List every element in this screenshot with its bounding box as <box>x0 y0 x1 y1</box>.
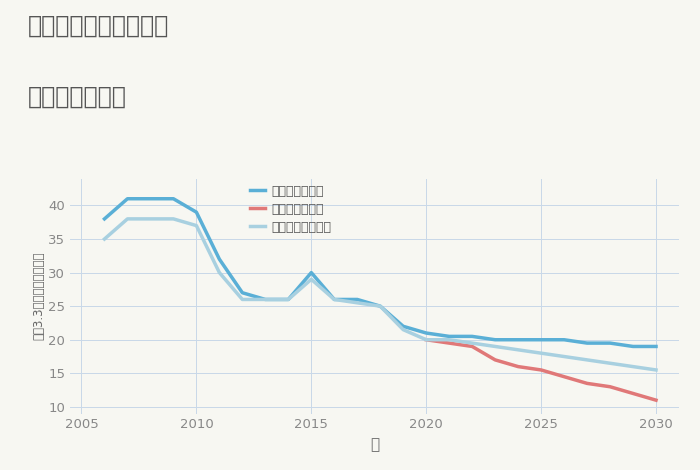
グッドシナリオ <box>376 303 384 309</box>
Y-axis label: 坪（3.3㎡）単価（万円）: 坪（3.3㎡）単価（万円） <box>32 252 46 340</box>
ノーマルシナリオ <box>445 337 454 343</box>
バッドシナリオ <box>606 384 615 390</box>
ノーマルシナリオ <box>376 303 384 309</box>
グッドシナリオ <box>422 330 430 336</box>
グッドシナリオ <box>261 297 270 302</box>
Line: バッドシナリオ: バッドシナリオ <box>426 340 656 400</box>
ノーマルシナリオ <box>100 236 108 242</box>
グッドシナリオ <box>330 297 339 302</box>
ノーマルシナリオ <box>422 337 430 343</box>
バッドシナリオ <box>514 364 522 369</box>
グッドシナリオ <box>307 270 316 275</box>
ノーマルシナリオ <box>238 297 246 302</box>
ノーマルシナリオ <box>560 354 568 360</box>
グッドシナリオ <box>238 290 246 296</box>
グッドシナリオ <box>284 297 293 302</box>
ノーマルシナリオ <box>307 276 316 282</box>
バッドシナリオ <box>583 381 592 386</box>
ノーマルシナリオ <box>537 350 545 356</box>
ノーマルシナリオ <box>491 344 499 349</box>
バッドシナリオ <box>537 367 545 373</box>
ノーマルシナリオ <box>193 223 201 228</box>
グッドシナリオ <box>353 297 361 302</box>
ノーマルシナリオ <box>284 297 293 302</box>
Text: 兵庫県姫路市大塩町の: 兵庫県姫路市大塩町の <box>28 14 169 38</box>
バッドシナリオ <box>445 340 454 346</box>
グッドシナリオ <box>169 196 178 202</box>
ノーマルシナリオ <box>169 216 178 222</box>
グッドシナリオ <box>606 340 615 346</box>
ノーマルシナリオ <box>629 364 637 369</box>
グッドシナリオ <box>629 344 637 349</box>
Text: 土地の価格推移: 土地の価格推移 <box>28 85 127 109</box>
グッドシナリオ <box>652 344 660 349</box>
ノーマルシナリオ <box>468 340 477 346</box>
グッドシナリオ <box>445 334 454 339</box>
グッドシナリオ <box>123 196 132 202</box>
グッドシナリオ <box>537 337 545 343</box>
バッドシナリオ <box>491 357 499 363</box>
Line: グッドシナリオ: グッドシナリオ <box>104 199 656 346</box>
グッドシナリオ <box>560 337 568 343</box>
グッドシナリオ <box>215 256 223 262</box>
ノーマルシナリオ <box>606 360 615 366</box>
X-axis label: 年: 年 <box>370 437 379 452</box>
Line: ノーマルシナリオ: ノーマルシナリオ <box>104 219 656 370</box>
ノーマルシナリオ <box>123 216 132 222</box>
グッドシナリオ <box>468 334 477 339</box>
ノーマルシナリオ <box>353 300 361 306</box>
ノーマルシナリオ <box>583 357 592 363</box>
グッドシナリオ <box>146 196 155 202</box>
ノーマルシナリオ <box>146 216 155 222</box>
グッドシナリオ <box>193 209 201 215</box>
ノーマルシナリオ <box>399 327 407 332</box>
ノーマルシナリオ <box>514 347 522 352</box>
グッドシナリオ <box>583 340 592 346</box>
バッドシナリオ <box>468 344 477 349</box>
グッドシナリオ <box>100 216 108 222</box>
Legend: グッドシナリオ, バッドシナリオ, ノーマルシナリオ: グッドシナリオ, バッドシナリオ, ノーマルシナリオ <box>251 185 332 234</box>
ノーマルシナリオ <box>330 297 339 302</box>
ノーマルシナリオ <box>652 367 660 373</box>
グッドシナリオ <box>491 337 499 343</box>
バッドシナリオ <box>560 374 568 379</box>
バッドシナリオ <box>652 397 660 403</box>
バッドシナリオ <box>422 337 430 343</box>
グッドシナリオ <box>399 323 407 329</box>
ノーマルシナリオ <box>215 270 223 275</box>
ノーマルシナリオ <box>261 297 270 302</box>
グッドシナリオ <box>514 337 522 343</box>
バッドシナリオ <box>629 391 637 396</box>
